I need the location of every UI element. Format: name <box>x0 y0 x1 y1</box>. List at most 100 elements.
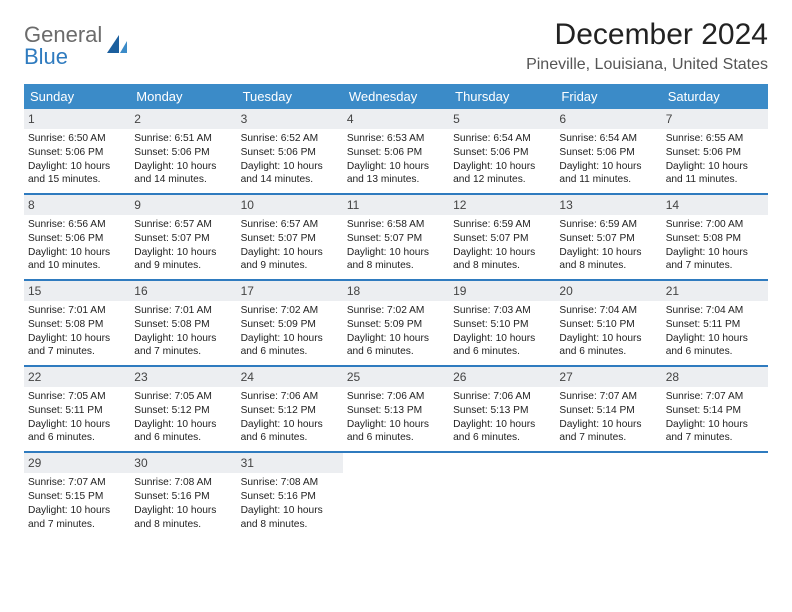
calendar-day: 11Sunrise: 6:58 AMSunset: 5:07 PMDayligh… <box>343 195 449 279</box>
daylight-text: Daylight: 10 hours and 14 minutes. <box>241 160 339 188</box>
sunrise-text: Sunrise: 7:00 AM <box>666 218 764 232</box>
day-number: 22 <box>24 367 130 387</box>
sunset-text: Sunset: 5:06 PM <box>347 146 445 160</box>
sunrise-text: Sunrise: 6:51 AM <box>134 132 232 146</box>
logo-text: General Blue <box>24 24 102 68</box>
daylight-text: Daylight: 10 hours and 6 minutes. <box>666 332 764 360</box>
sunset-text: Sunset: 5:09 PM <box>347 318 445 332</box>
sunrise-text: Sunrise: 7:07 AM <box>666 390 764 404</box>
calendar-day: 12Sunrise: 6:59 AMSunset: 5:07 PMDayligh… <box>449 195 555 279</box>
dow-cell: Friday <box>555 84 661 109</box>
day-number: 21 <box>662 281 768 301</box>
sunrise-text: Sunrise: 6:58 AM <box>347 218 445 232</box>
calendar-day: 3Sunrise: 6:52 AMSunset: 5:06 PMDaylight… <box>237 109 343 193</box>
sunrise-text: Sunrise: 6:54 AM <box>559 132 657 146</box>
sunrise-text: Sunrise: 6:50 AM <box>28 132 126 146</box>
dow-cell: Saturday <box>662 84 768 109</box>
sunrise-text: Sunrise: 6:59 AM <box>559 218 657 232</box>
calendar-day: 28Sunrise: 7:07 AMSunset: 5:14 PMDayligh… <box>662 367 768 451</box>
calendar-day: 4Sunrise: 6:53 AMSunset: 5:06 PMDaylight… <box>343 109 449 193</box>
sunset-text: Sunset: 5:07 PM <box>241 232 339 246</box>
sunset-text: Sunset: 5:08 PM <box>28 318 126 332</box>
sunset-text: Sunset: 5:16 PM <box>241 490 339 504</box>
daylight-text: Daylight: 10 hours and 6 minutes. <box>453 418 551 446</box>
sunrise-text: Sunrise: 7:07 AM <box>28 476 126 490</box>
calendar-day: 1Sunrise: 6:50 AMSunset: 5:06 PMDaylight… <box>24 109 130 193</box>
calendar-week: 1Sunrise: 6:50 AMSunset: 5:06 PMDaylight… <box>24 109 768 195</box>
day-number: 15 <box>24 281 130 301</box>
title-block: December 2024 Pineville, Louisiana, Unit… <box>526 18 768 80</box>
calendar-day: 26Sunrise: 7:06 AMSunset: 5:13 PMDayligh… <box>449 367 555 451</box>
sunset-text: Sunset: 5:11 PM <box>666 318 764 332</box>
daylight-text: Daylight: 10 hours and 7 minutes. <box>28 504 126 532</box>
calendar-day: 30Sunrise: 7:08 AMSunset: 5:16 PMDayligh… <box>130 453 236 537</box>
calendar-day-empty <box>449 453 555 537</box>
sunrise-text: Sunrise: 7:07 AM <box>559 390 657 404</box>
sunset-text: Sunset: 5:07 PM <box>559 232 657 246</box>
day-number: 31 <box>237 453 343 473</box>
calendar-day: 25Sunrise: 7:06 AMSunset: 5:13 PMDayligh… <box>343 367 449 451</box>
day-number: 9 <box>130 195 236 215</box>
day-number: 30 <box>130 453 236 473</box>
calendar-day: 15Sunrise: 7:01 AMSunset: 5:08 PMDayligh… <box>24 281 130 365</box>
sunset-text: Sunset: 5:12 PM <box>241 404 339 418</box>
calendar-day: 24 Sunrise: 7:06 AMSunset: 5:12 PMDayligh… <box>237 367 343 451</box>
calendar-day-empty <box>343 453 449 537</box>
sunrise-text: Sunrise: 6:57 AM <box>134 218 232 232</box>
sunset-text: Sunset: 5:06 PM <box>559 146 657 160</box>
sunrise-text: Sunrise: 7:01 AM <box>134 304 232 318</box>
weeks-container: 1Sunrise: 6:50 AMSunset: 5:06 PMDaylight… <box>24 109 768 537</box>
calendar: SundayMondayTuesdayWednesdayThursdayFrid… <box>24 84 768 537</box>
dow-cell: Thursday <box>449 84 555 109</box>
daylight-text: Daylight: 10 hours and 6 minutes. <box>241 418 339 446</box>
day-number: 18 <box>343 281 449 301</box>
calendar-day: 29Sunrise: 7:07 AMSunset: 5:15 PMDayligh… <box>24 453 130 537</box>
sunrise-text: Sunrise: 6:53 AM <box>347 132 445 146</box>
sunrise-text: Sunrise: 7:02 AM <box>241 304 339 318</box>
sunrise-text: Sunrise: 6:57 AM <box>241 218 339 232</box>
sunrise-text: Sunrise: 6:56 AM <box>28 218 126 232</box>
sunset-text: Sunset: 5:13 PM <box>453 404 551 418</box>
day-number: 16 <box>130 281 236 301</box>
sunrise-text: Sunrise: 7:04 AM <box>559 304 657 318</box>
day-number: 10 <box>237 195 343 215</box>
day-number: 17 <box>237 281 343 301</box>
sunrise-text: Sunrise: 7:02 AM <box>347 304 445 318</box>
day-number: 13 <box>555 195 661 215</box>
calendar-day: 22Sunrise: 7:05 AMSunset: 5:11 PMDayligh… <box>24 367 130 451</box>
sunset-text: Sunset: 5:07 PM <box>347 232 445 246</box>
sunrise-text: Sunrise: 7:04 AM <box>666 304 764 318</box>
day-number: 23 <box>130 367 236 387</box>
day-number: 5 <box>449 109 555 129</box>
day-number: 24 <box>237 367 343 387</box>
day-number: 25 <box>343 367 449 387</box>
logo-sail-icon <box>105 33 131 60</box>
sunset-text: Sunset: 5:08 PM <box>666 232 764 246</box>
sunrise-text: Sunrise: 6:52 AM <box>241 132 339 146</box>
calendar-day: 19Sunrise: 7:03 AMSunset: 5:10 PMDayligh… <box>449 281 555 365</box>
calendar-day: 5Sunrise: 6:54 AMSunset: 5:06 PMDaylight… <box>449 109 555 193</box>
sunrise-text: Sunrise: 6:55 AM <box>666 132 764 146</box>
calendar-day: 10Sunrise: 6:57 AMSunset: 5:07 PMDayligh… <box>237 195 343 279</box>
calendar-day: 21 Sunrise: 7:04 AMSunset: 5:11 PMDayligh… <box>662 281 768 365</box>
sunrise-text: Sunrise: 7:08 AM <box>241 476 339 490</box>
daylight-text: Daylight: 10 hours and 6 minutes. <box>134 418 232 446</box>
daylight-text: Daylight: 10 hours and 7 minutes. <box>666 418 764 446</box>
calendar-day: 13Sunrise: 6:59 AMSunset: 5:07 PMDayligh… <box>555 195 661 279</box>
day-number: 7 <box>662 109 768 129</box>
calendar-day: 9Sunrise: 6:57 AMSunset: 5:07 PMDaylight… <box>130 195 236 279</box>
calendar-day: 18Sunrise: 7:02 AMSunset: 5:09 PMDayligh… <box>343 281 449 365</box>
calendar-week: 15 Sunrise: 7:01 AM Sunset: 5:08 PM Dayligh… <box>24 281 768 367</box>
daylight-text: Daylight: 10 hours and 7 minutes. <box>559 418 657 446</box>
sunrise-text: Sunrise: 7:06 AM <box>453 390 551 404</box>
sunset-text: Sunset: 5:06 PM <box>134 146 232 160</box>
dow-cell: Monday <box>130 84 236 109</box>
sunrise-text: Sunrise: 7:06 AM <box>241 390 339 404</box>
calendar-day: 20Sunrise: 7:04 AMSunset: 5:10 PMDayligh… <box>555 281 661 365</box>
calendar-week: 29Sunrise: 7:07 AMSunset: 5:15 PMDayligh… <box>24 453 768 537</box>
daylight-text: Daylight: 10 hours and 6 minutes. <box>347 418 445 446</box>
sunset-text: Sunset: 5:14 PM <box>666 404 764 418</box>
calendar-day-empty <box>555 453 661 537</box>
sunset-text: Sunset: 5:13 PM <box>347 404 445 418</box>
calendar-day: 7Sunrise: 6:55 AMSunset: 5:06 PMDaylight… <box>662 109 768 193</box>
